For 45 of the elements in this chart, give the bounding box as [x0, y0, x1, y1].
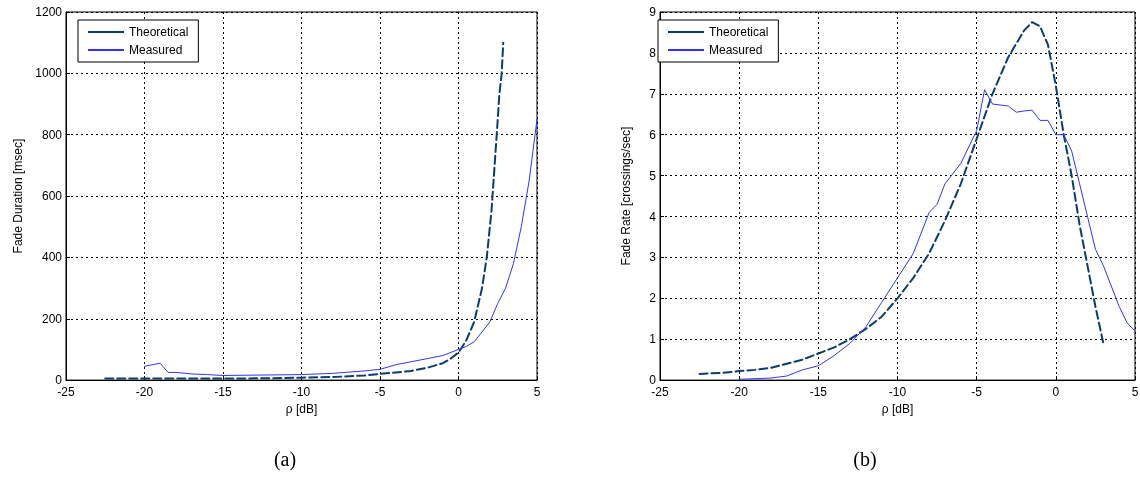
legend-label: Measured	[709, 43, 763, 57]
y-tick-label: 3	[649, 250, 657, 265]
text: (b)	[852, 448, 878, 471]
x-tick-label: -25	[651, 385, 669, 400]
y-axis-title: Fade Rate [crossings/sec]	[619, 126, 633, 266]
x-tick-label: -5	[971, 385, 983, 400]
x-tick-label: 0	[1052, 385, 1060, 400]
y-tick-label: 0	[55, 373, 63, 388]
x-tick-label: -10	[888, 385, 907, 400]
y-tick-label: 4	[649, 209, 657, 224]
y-tick-label: 1	[649, 332, 657, 347]
x-tick-label: -25	[57, 385, 75, 400]
y-tick-label: 9	[649, 5, 657, 19]
y-tick-label: 400	[41, 250, 63, 265]
x-tick-label: -5	[374, 385, 386, 400]
y-tick-label: 1000	[35, 66, 63, 81]
x-tick-label: -20	[135, 385, 154, 400]
y-tick-label: 200	[41, 311, 63, 326]
text: (a)	[272, 448, 298, 471]
y-tick-label: 600	[41, 189, 63, 204]
x-tick-label: -15	[214, 385, 232, 400]
y-tick-label: 8	[649, 45, 657, 60]
legend-label: Theoretical	[129, 25, 189, 39]
line-series	[738, 89, 1136, 380]
x-tick-label: -10	[292, 385, 311, 400]
y-axis-title: Fade Duration [msec]	[11, 138, 26, 254]
x-axis-title: ρ [dB]	[881, 402, 914, 416]
y-tick-label: 5	[649, 168, 657, 183]
x-tick-label: -15	[809, 385, 828, 400]
y-tick-label: 800	[41, 127, 63, 142]
line-series	[144, 118, 538, 376]
line-series	[104, 41, 505, 380]
y-tick-label: 1200	[35, 5, 63, 19]
y-tick-label: 6	[649, 127, 657, 142]
line-series	[698, 21, 1105, 375]
y-tick-label: 7	[649, 86, 657, 101]
x-tick-label: 5	[1131, 385, 1139, 400]
legend-label: Theoretical	[709, 25, 769, 39]
x-axis-title: ρ [dB]	[285, 402, 318, 416]
y-tick-label: 2	[649, 291, 657, 306]
x-tick-label: 5	[533, 385, 541, 400]
x-tick-label: 0	[455, 385, 463, 400]
y-tick-label: 0	[649, 373, 657, 388]
legend-label: Measured	[129, 43, 183, 57]
x-tick-label: -20	[730, 385, 749, 400]
